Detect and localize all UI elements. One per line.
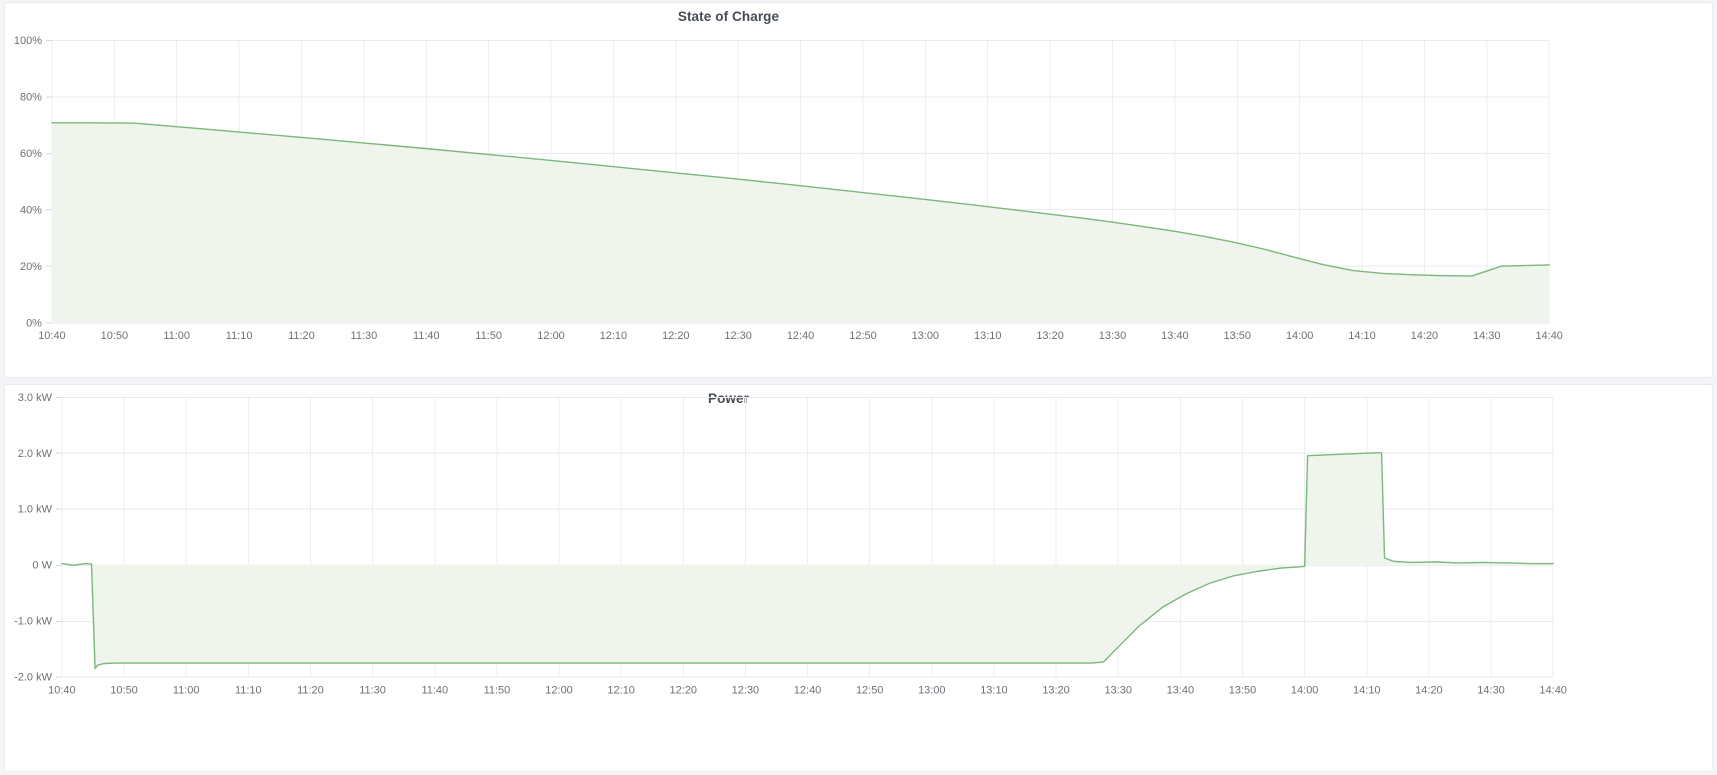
x-axis-tick-label: 11:00 xyxy=(163,330,190,342)
x-axis-tick-label: 13:40 xyxy=(1161,330,1188,342)
panel-state-of-charge: State of Charge 0% 20% 40% 60% 80% 100% 10:40 1… xyxy=(4,2,1713,378)
x-axis-tick-label: 14:00 xyxy=(1291,684,1318,696)
x-axis-tick-label: 13:00 xyxy=(912,330,939,342)
x-axis-tick-label: 11:30 xyxy=(359,684,386,696)
y-axis-tick-label: -1.0 kW xyxy=(14,616,52,628)
x-axis-tick-label: 13:20 xyxy=(1036,330,1063,342)
y-axis-tick-label: 40% xyxy=(20,204,42,216)
x-axis-tick-label: 14:30 xyxy=(1473,330,1500,342)
x-axis-tick-label: 11:20 xyxy=(297,684,324,696)
x-axis-tick-label: 13:30 xyxy=(1104,684,1131,696)
x-axis-tick-label: 12:50 xyxy=(849,330,876,342)
y-axis-tick-label: 0 W xyxy=(32,560,52,572)
x-axis-labels: 10:40 10:50 11:00 11:10 11:20 11:30 11:40 11:50… xyxy=(38,330,1563,342)
y-axis-labels: -2.0 kW -1.0 kW 0 W 1.0 kW 2.0 kW 3.0 kW xyxy=(14,392,62,683)
x-axis-labels: 10:40 10:50 11:00 11:10 11:20 11:30 11:40 11:50… xyxy=(48,684,1567,696)
panel-title-power: Power xyxy=(707,391,749,406)
x-axis-tick-label: 10:50 xyxy=(110,684,137,696)
y-axis-labels: 0% 20% 40% 60% 80% 100% xyxy=(14,35,52,329)
x-axis-tick-label: 13:10 xyxy=(974,330,1001,342)
x-axis-tick-label: 13:20 xyxy=(1042,684,1069,696)
x-axis-tick-label: 12:50 xyxy=(856,684,883,696)
x-axis-tick-label: 12:40 xyxy=(787,330,814,342)
x-axis-tick-label: 10:40 xyxy=(38,330,65,342)
x-axis-tick-label: 11:40 xyxy=(413,330,440,342)
x-axis-tick-label: 12:20 xyxy=(670,684,697,696)
x-axis-tick-label: 13:50 xyxy=(1229,684,1256,696)
x-axis-tick-label: 12:20 xyxy=(662,330,689,342)
x-axis-tick-label: 12:10 xyxy=(607,684,634,696)
y-axis-tick-label: 20% xyxy=(20,261,42,273)
x-axis-tick-label: 14:10 xyxy=(1353,684,1380,696)
x-axis-tick-label: 11:50 xyxy=(484,684,511,696)
panel-power: Power -2.0 kW -1.0 kW 0 W 1.0 kW 2.0 kW 3.0 k… xyxy=(4,384,1713,772)
x-axis-tick-label: 11:40 xyxy=(421,684,448,696)
x-axis-tick-label: 14:10 xyxy=(1348,330,1375,342)
x-axis-tick-label: 11:10 xyxy=(226,330,253,342)
y-axis-tick-label: 0% xyxy=(26,317,42,329)
series-area-fill xyxy=(61,452,1554,669)
x-axis-tick-label: 10:50 xyxy=(101,330,128,342)
plot-area-power: -2.0 kW -1.0 kW 0 W 1.0 kW 2.0 kW 3.0 kW 10:40… xyxy=(5,385,1712,771)
x-axis-tick-label: 10:40 xyxy=(48,684,75,696)
panel-title-state-of-charge: State of Charge xyxy=(677,9,780,24)
y-axis-tick-label: 1.0 kW xyxy=(18,504,53,516)
x-axis-tick-label: 13:40 xyxy=(1167,684,1194,696)
x-axis-tick-label: 14:00 xyxy=(1286,330,1313,342)
y-axis-tick-label: 80% xyxy=(20,91,42,103)
series-line-state-of-charge xyxy=(51,122,1550,277)
y-axis-tick-label: 2.0 kW xyxy=(18,448,53,460)
chart-state-of-charge: 0% 20% 40% 60% 80% 100% 10:40 10:50 11:00 11:10 11… xyxy=(14,35,1563,342)
x-axis-tick-label: 12:30 xyxy=(724,330,751,342)
plot-area-state-of-charge: 0% 20% 40% 60% 80% 100% 10:40 10:50 11:00 11:10 11… xyxy=(5,3,1712,377)
x-axis-tick-label: 14:20 xyxy=(1411,330,1438,342)
y-axis-tick-label: 60% xyxy=(20,148,42,160)
x-axis-tick-label: 11:50 xyxy=(475,330,502,342)
x-axis-tick-label: 11:20 xyxy=(288,330,315,342)
y-axis-tick-label: 100% xyxy=(14,35,42,47)
x-axis-tick-label: 13:00 xyxy=(918,684,945,696)
chart-power: -2.0 kW -1.0 kW 0 W 1.0 kW 2.0 kW 3.0 kW 10:40… xyxy=(14,392,1567,696)
x-axis-tick-label: 12:00 xyxy=(537,330,564,342)
y-axis-tick-label: 3.0 kW xyxy=(18,392,53,404)
series-area-fill xyxy=(51,122,1550,323)
x-axis-tick-label: 11:00 xyxy=(173,684,200,696)
x-axis-tick-label: 14:20 xyxy=(1415,684,1442,696)
x-axis-tick-label: 13:50 xyxy=(1224,330,1251,342)
x-axis-tick-label: 11:10 xyxy=(235,684,262,696)
y-axis-tick-label: -2.0 kW xyxy=(14,671,52,683)
x-axis-tick-label: 14:40 xyxy=(1539,684,1566,696)
series-line-power xyxy=(61,452,1554,670)
x-axis-tick-label: 14:30 xyxy=(1477,684,1504,696)
x-axis-tick-label: 13:10 xyxy=(980,684,1007,696)
x-axis-tick-label: 11:30 xyxy=(351,330,378,342)
x-axis-tick-label: 13:30 xyxy=(1099,330,1126,342)
x-axis-tick-label: 12:00 xyxy=(545,684,572,696)
x-axis-tick-label: 12:30 xyxy=(732,684,759,696)
x-axis-tick-label: 12:40 xyxy=(794,684,821,696)
x-axis-tick-label: 12:10 xyxy=(600,330,627,342)
x-axis-tick-label: 14:40 xyxy=(1535,330,1562,342)
